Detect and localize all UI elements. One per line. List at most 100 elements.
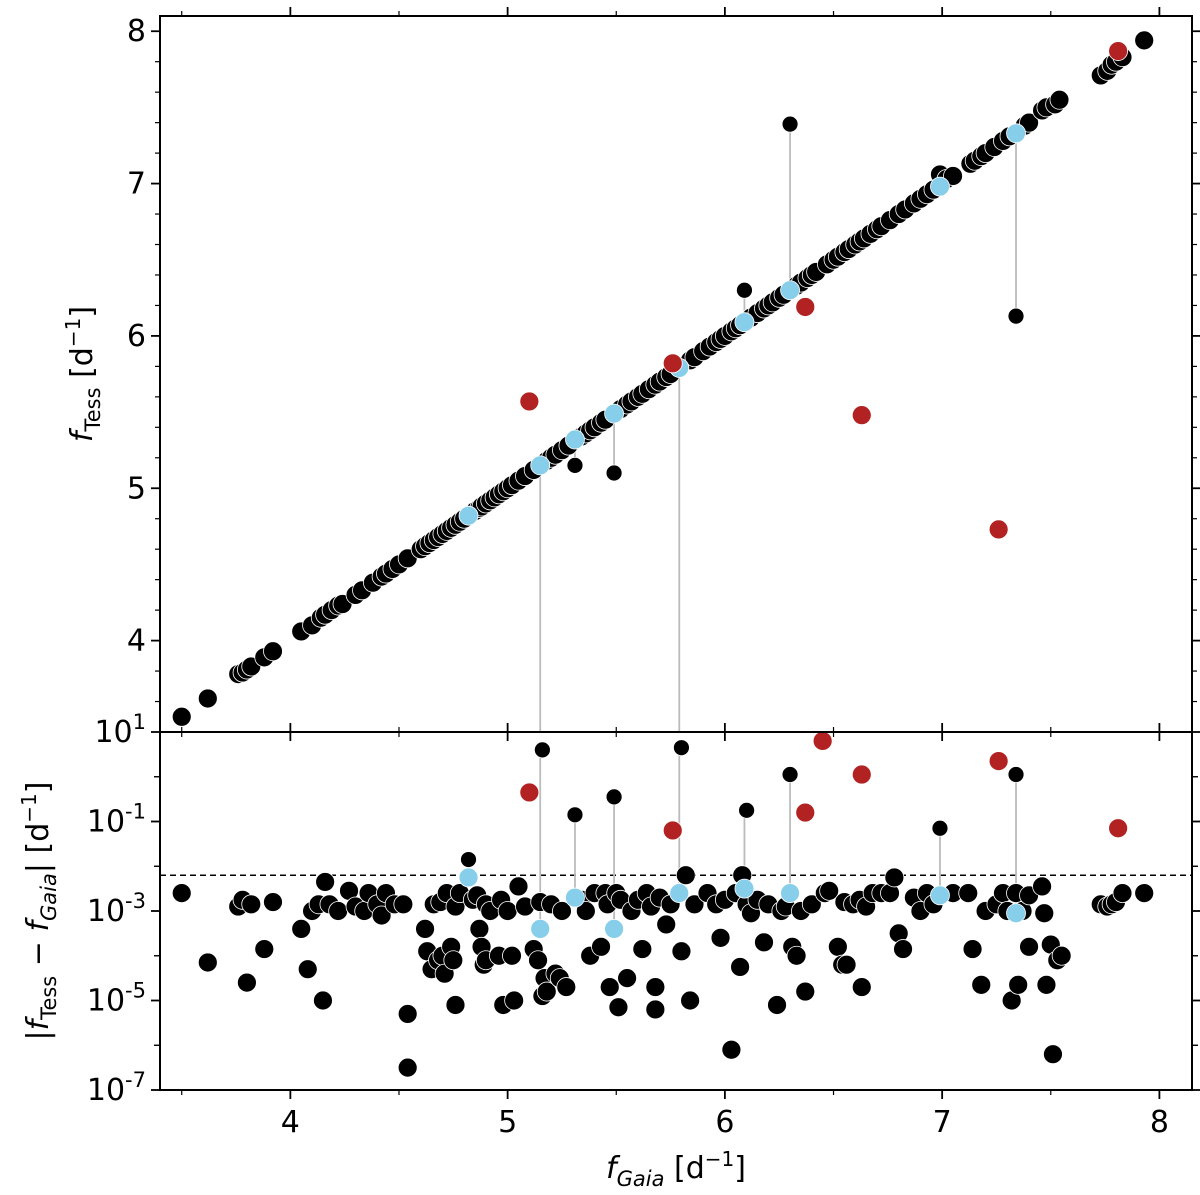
top-point-matched	[171, 706, 192, 727]
bottom-point-matched	[241, 894, 262, 915]
top-point-matched	[1049, 89, 1070, 110]
top-point-highlighted	[1006, 123, 1026, 144]
top-panel: 4 5 6 7 8	[127, 7, 1200, 733]
top-point-highlighted	[734, 312, 755, 333]
bottom-point-matched	[730, 957, 750, 977]
bottom-point-matched	[617, 968, 638, 989]
top-ytick-label: 4	[127, 624, 146, 659]
bottom-point-highlighted	[604, 919, 624, 939]
top-point-matched	[943, 166, 963, 186]
bottom-point-matched	[313, 990, 333, 1011]
top-point-outliers	[662, 353, 683, 374]
top-ticks: 4 5 6 7 8	[127, 7, 1200, 732]
bottom-point-highlighted	[458, 867, 479, 888]
bottom-point-matched	[445, 995, 466, 1015]
bottom-point-matched	[801, 894, 822, 915]
bottom-point-matched	[958, 883, 979, 903]
bottom-point-matched	[836, 954, 857, 975]
bottom-point-highlighted	[930, 885, 950, 906]
top-point-matched	[781, 115, 799, 133]
bottom-point-outliers	[812, 731, 833, 751]
bottom-point-matched	[599, 977, 620, 997]
bottom-point-matched	[710, 927, 731, 948]
bottom-point-matched	[575, 901, 596, 921]
bottom-point-matched	[1032, 876, 1052, 897]
bottom-point-matched	[605, 788, 623, 806]
bottom-point-matched	[608, 997, 629, 1018]
bottom-point-outliers	[662, 820, 683, 841]
bottom-point-matched	[971, 974, 992, 995]
bottom-point-outliers	[795, 802, 816, 823]
bottom-point-matched	[1134, 883, 1155, 903]
top-point-highlighted	[530, 455, 551, 476]
bottom-point-matched	[171, 883, 192, 903]
bottom-ticks: 10-7 10-5 10-3 10-1 101 4 5 6 7 8	[87, 710, 1200, 1140]
bottom-point-matched	[528, 950, 548, 971]
bottom-point-matched	[502, 945, 522, 966]
bottom-point-matched	[254, 939, 275, 959]
bottom-point-matched	[680, 990, 701, 1011]
bottom-ytick-label: 10-1	[87, 800, 146, 840]
bottom-point-matched	[297, 959, 318, 980]
top-point-highlighted	[930, 176, 950, 197]
bottom-point-matched	[469, 919, 490, 939]
xtick-label: 5	[498, 1105, 517, 1140]
xtick-label: 4	[281, 1105, 300, 1140]
bottom-point-matched	[767, 995, 787, 1015]
top-point-matched	[197, 688, 218, 709]
bottom-point-matched	[263, 892, 283, 912]
bottom-point-matched	[397, 1004, 418, 1024]
top-connector-lines	[539, 124, 1017, 732]
bottom-point-matched	[1007, 766, 1025, 783]
bottom-point-matched	[645, 999, 666, 1020]
xlabel: fGaia [d−1]	[606, 1147, 746, 1191]
bottom-point-matched	[397, 1057, 418, 1078]
top-point-outliers	[851, 405, 872, 426]
bottom-point-highlighted	[530, 919, 551, 939]
top-point-highlighted	[604, 403, 624, 424]
top-point-matched	[566, 457, 584, 474]
bottom-point-matched	[1008, 974, 1029, 995]
bottom-point-matched	[393, 894, 414, 915]
bottom-ytick-label: 10-7	[87, 1068, 146, 1108]
bottom-point-matched	[556, 977, 577, 997]
bottom-ytick-label: 101	[94, 710, 146, 750]
bottom-point-matched	[671, 941, 692, 962]
bottom-point-matched	[851, 977, 872, 997]
bottom-point-matched	[328, 901, 349, 921]
top-point-matched	[736, 281, 753, 299]
bottom-point-matched	[460, 851, 477, 868]
bottom-point-matched	[754, 932, 774, 953]
bottom-point-matched	[237, 972, 257, 993]
bottom-point-highlighted	[565, 887, 585, 908]
xtick-label: 7	[933, 1105, 952, 1140]
bottom-point-matched	[786, 945, 807, 966]
bottom-point-outliers	[851, 764, 872, 785]
bottom-point-outliers	[1108, 818, 1129, 839]
top-point-outliers	[795, 297, 816, 317]
bottom-point-outliers	[988, 751, 1009, 771]
top-point-highlighted	[565, 429, 585, 450]
bottom-point-matched	[684, 894, 705, 915]
bottom-point-matched	[1112, 883, 1133, 903]
bottom-point-matched	[504, 990, 525, 1011]
top-point-matched	[1134, 30, 1155, 51]
bottom-point-matched	[781, 766, 799, 783]
top-point-highlighted	[458, 505, 479, 526]
bottom-point-matched	[931, 819, 949, 837]
bottom-point-matched	[632, 939, 653, 959]
bottom-scatter-points	[171, 731, 1155, 1078]
bottom-point-matched	[675, 865, 696, 886]
bottom-point-matched	[884, 867, 905, 888]
bottom-point-highlighted	[780, 883, 800, 903]
top-ytick-label: 6	[127, 319, 146, 354]
bottom-ylabel: |fTess − fGaia| [d−1]	[17, 782, 61, 1041]
bottom-point-matched	[893, 939, 913, 959]
top-point-outliers	[519, 391, 540, 412]
bottom-point-matched	[497, 901, 518, 921]
bottom-ytick-label: 10-3	[87, 889, 146, 929]
bottom-point-matched	[197, 952, 218, 973]
bottom-point-matched	[673, 739, 690, 757]
bottom-point-matched	[371, 905, 392, 926]
bottom-point-matched	[443, 950, 464, 971]
